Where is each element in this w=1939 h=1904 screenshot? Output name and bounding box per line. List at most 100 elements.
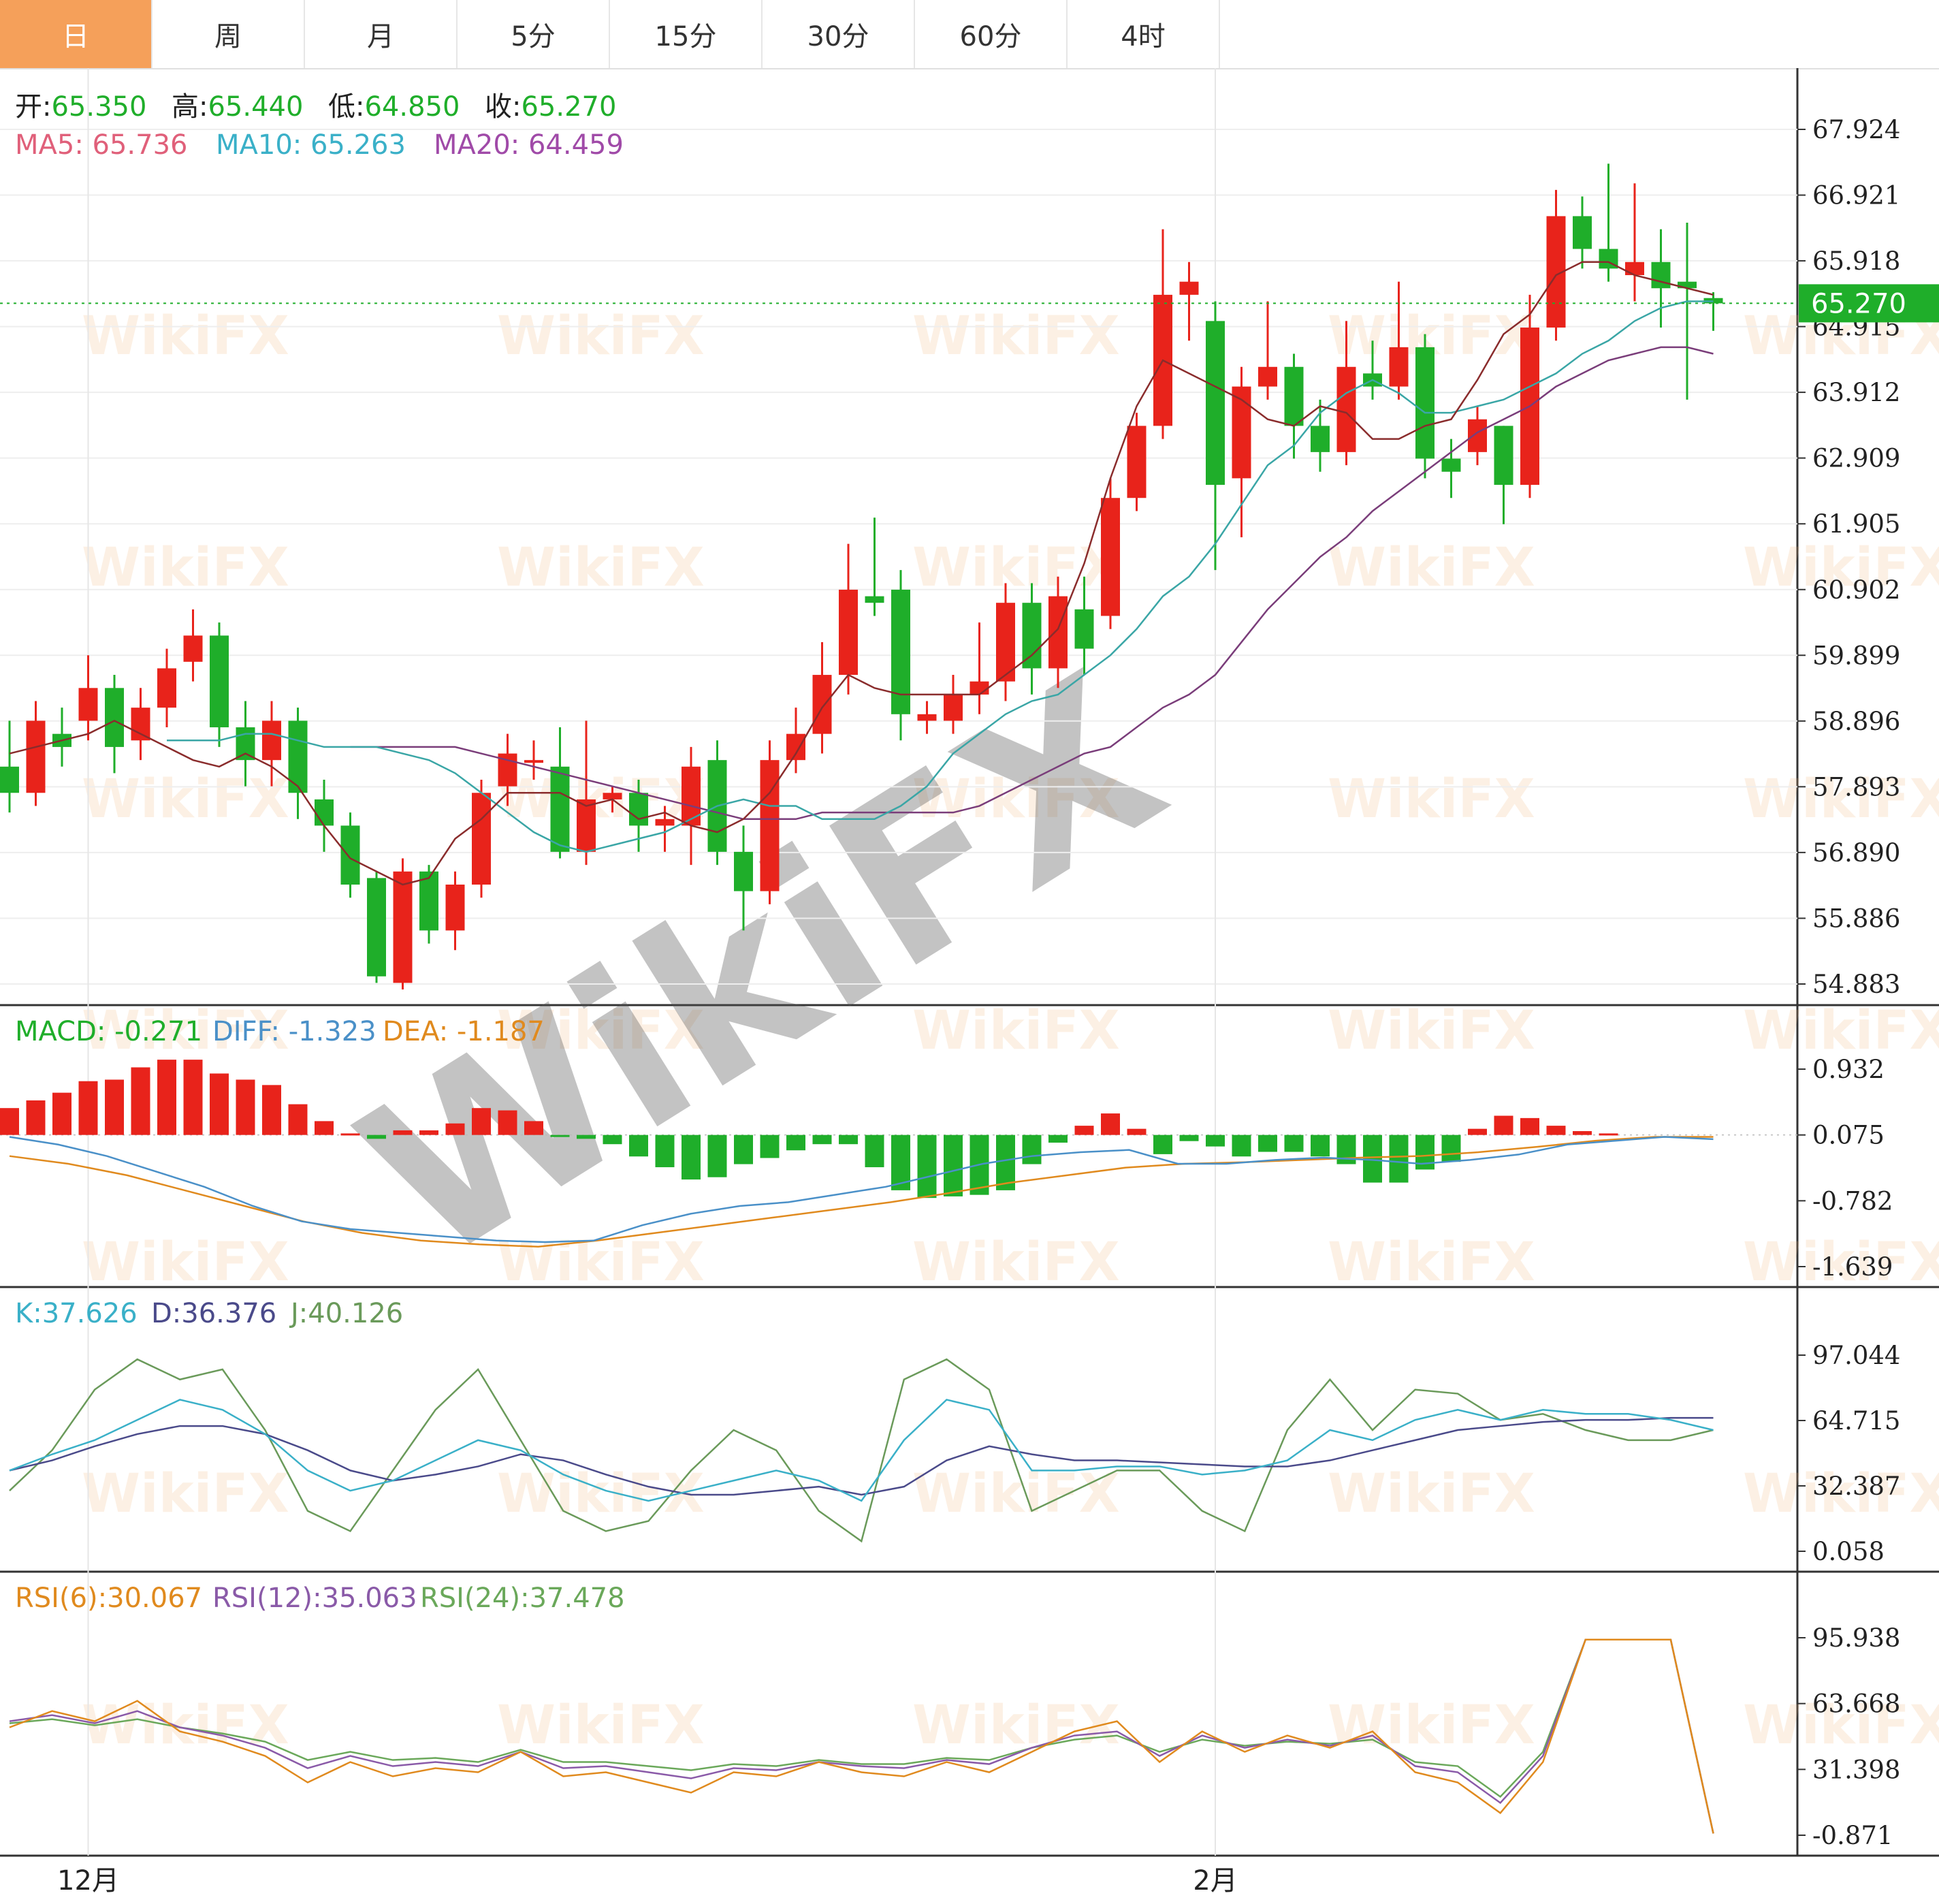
- tab-7[interactable]: 4时: [1068, 0, 1220, 68]
- watermark-15: WikiFX: [82, 1000, 289, 1062]
- candle-body-48: [1258, 366, 1277, 387]
- tab-0[interactable]: 日: [0, 0, 153, 68]
- candle-body-12: [315, 799, 334, 826]
- y-tick-label-9: 58.896: [1812, 707, 1900, 736]
- macd-bar-13: [340, 1133, 360, 1136]
- candle-body-16: [419, 871, 438, 931]
- watermark-5: WikiFX: [82, 537, 289, 599]
- candle-body-39: [1022, 603, 1042, 669]
- watermark-25: WikiFX: [82, 1463, 289, 1525]
- y-tick-label-5: 62.909: [1812, 444, 1900, 473]
- kdj-legend-1: D:36.376: [151, 1298, 276, 1329]
- ma-legend-1: MA10: 65.263: [216, 129, 406, 161]
- macd-bar-44: [1153, 1135, 1172, 1154]
- macd-bar-23: [603, 1135, 622, 1145]
- rsi12-line: [9, 1638, 1714, 1834]
- watermark-0: WikiFX: [82, 306, 289, 367]
- candle-body-42: [1101, 498, 1120, 616]
- macd-bar-42: [1101, 1113, 1120, 1135]
- macd-bar-57: [1494, 1115, 1513, 1135]
- candle-body-49: [1284, 366, 1304, 426]
- macd-bar-59: [1546, 1126, 1566, 1135]
- macd-legend-0: MACD: -0.271: [15, 1016, 202, 1047]
- tab-6[interactable]: 60分: [915, 0, 1068, 68]
- macd-bar-48: [1258, 1135, 1277, 1152]
- candle-body-1: [26, 720, 46, 793]
- macd-bar-0: [0, 1108, 19, 1135]
- candle-body-63: [1651, 261, 1671, 289]
- macd-bar-39: [1022, 1135, 1042, 1164]
- macd-bar-55: [1441, 1135, 1461, 1162]
- macd-bar-3: [78, 1081, 98, 1135]
- macd-bar-18: [472, 1108, 491, 1135]
- candle-body-54: [1415, 347, 1435, 459]
- price-chart: WikiFX WikiFX WikiFX WikiFX WikiFX WikiFX Wiki…: [0, 68, 1939, 1897]
- macd-bar-16: [419, 1130, 438, 1135]
- macd-bar-2: [52, 1092, 71, 1135]
- macd-bar-14: [367, 1135, 386, 1139]
- tab-5[interactable]: 30分: [763, 0, 915, 68]
- ohlc-legend-3: 收:65.270: [485, 91, 616, 123]
- macd-bar-25: [655, 1135, 675, 1168]
- tab-3[interactable]: 5分: [458, 0, 610, 68]
- candle-body-20: [524, 760, 543, 763]
- candle-body-10: [262, 720, 281, 761]
- candle-body-43: [1127, 426, 1147, 498]
- rsi-legend-1: RSI(12):35.063: [212, 1583, 417, 1614]
- candle-body-38: [996, 603, 1015, 682]
- candle-body-6: [157, 668, 176, 708]
- y-tick-label-10: 57.893: [1812, 772, 1900, 802]
- macd-bar-28: [734, 1135, 753, 1164]
- rsi-y-tick-label-0: 95.938: [1812, 1623, 1900, 1653]
- candle-body-30: [786, 733, 805, 761]
- last-price-tag: [1799, 284, 1939, 323]
- macd-legend-2: DEA: -1.187: [383, 1016, 545, 1047]
- watermark-16: WikiFX: [497, 1000, 705, 1062]
- macd-bar-49: [1284, 1135, 1304, 1152]
- watermark-28: WikiFX: [1328, 1463, 1535, 1525]
- candle-body-26: [682, 766, 701, 826]
- candle-body-17: [445, 885, 465, 931]
- macd-bar-27: [707, 1135, 727, 1177]
- watermark-22: WikiFX: [912, 1232, 1120, 1293]
- candle-body-40: [1048, 596, 1068, 669]
- candle-body-35: [917, 714, 937, 721]
- tab-4[interactable]: 15分: [610, 0, 763, 68]
- candle-body-13: [340, 825, 360, 885]
- y-tick-label-2: 65.918: [1812, 247, 1900, 276]
- candle-body-64: [1678, 281, 1697, 289]
- y-tick-label-8: 59.899: [1812, 641, 1900, 670]
- macd-bar-20: [524, 1121, 543, 1135]
- ma5-line: [9, 261, 1714, 886]
- candle-body-41: [1074, 609, 1094, 649]
- macd-bar-19: [498, 1110, 517, 1135]
- candle-body-18: [472, 793, 491, 885]
- candle-body-37: [970, 681, 989, 695]
- watermark-17: WikiFX: [912, 1000, 1120, 1062]
- watermark-big: WikiFX: [321, 626, 1204, 1313]
- macd-bar-12: [315, 1121, 334, 1135]
- tab-2[interactable]: 月: [305, 0, 458, 68]
- x-tick-label-1: 2月: [1193, 1865, 1237, 1897]
- macd-bar-26: [682, 1135, 701, 1180]
- macd-y-tick-label-1: 0.075: [1812, 1121, 1885, 1150]
- candle-body-53: [1389, 347, 1409, 387]
- candle-body-8: [210, 635, 229, 728]
- candle-body-55: [1441, 458, 1461, 472]
- y-tick-label-11: 56.890: [1812, 838, 1900, 868]
- y-tick-label-6: 61.905: [1812, 509, 1900, 539]
- kdj-legend-2: J:40.126: [289, 1298, 403, 1329]
- macd-bar-1: [26, 1100, 46, 1135]
- macd-bar-43: [1127, 1128, 1147, 1135]
- macd-bar-24: [629, 1135, 648, 1157]
- rsi-legend-2: RSI(24):37.478: [420, 1583, 625, 1614]
- y-tick-label-7: 60.902: [1812, 575, 1900, 605]
- candle-body-57: [1494, 426, 1513, 485]
- watermark-23: WikiFX: [1328, 1232, 1535, 1293]
- macd-bar-36: [944, 1135, 963, 1196]
- watermark-32: WikiFX: [912, 1695, 1120, 1756]
- watermark-14: WikiFX: [1743, 769, 1939, 830]
- tab-1[interactable]: 周: [153, 0, 305, 68]
- macd-bar-53: [1389, 1135, 1409, 1183]
- candle-body-33: [865, 596, 884, 603]
